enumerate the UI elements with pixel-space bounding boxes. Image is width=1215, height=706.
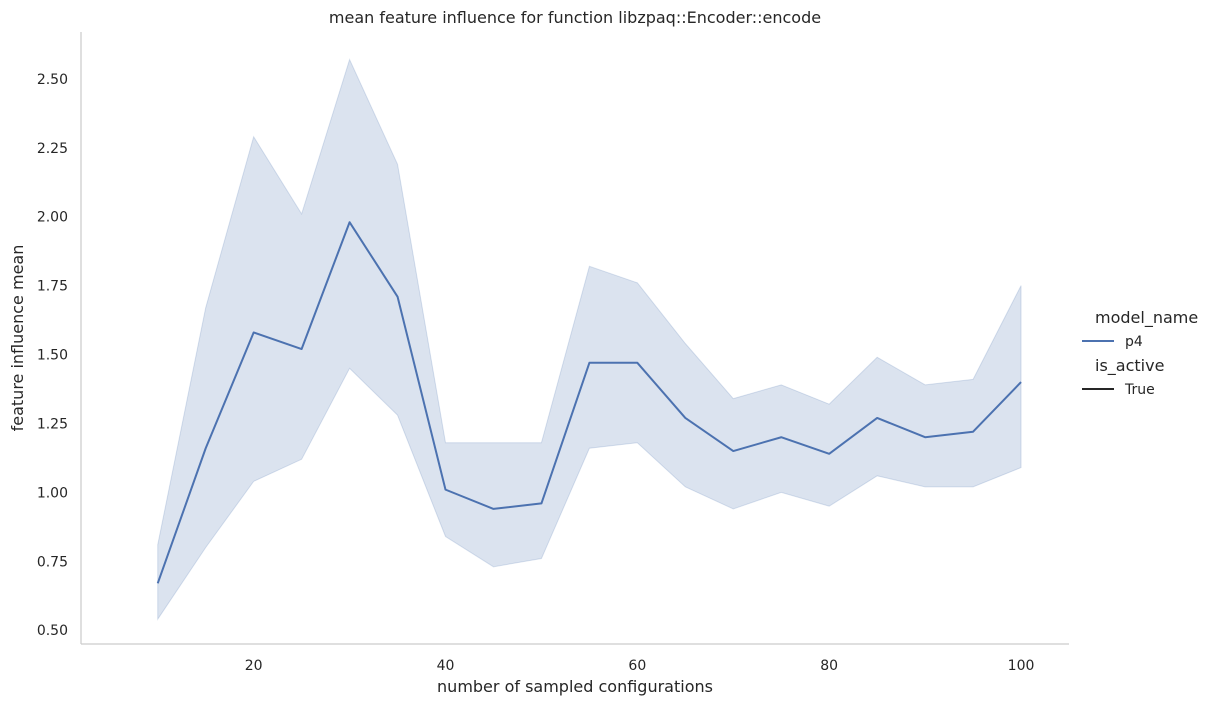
- y-axis-ticks: 0.50 0.75 1.00 1.25 1.50 1.75 2.00 2.25 2.50: [37, 72, 68, 639]
- legend-label-p4: p4: [1125, 334, 1143, 350]
- y-tick-label: 2.25: [37, 141, 68, 157]
- y-tick-label: 1.00: [37, 485, 68, 501]
- confidence-band-p4: [157, 58, 1022, 621]
- y-tick-label: 2.00: [37, 210, 68, 226]
- x-tick-label: 100: [1008, 658, 1035, 674]
- y-tick-label: 0.75: [37, 554, 68, 570]
- x-axis-label: number of sampled configurations: [437, 677, 713, 696]
- x-tick-label: 40: [437, 658, 455, 674]
- chart-title: mean feature influence for function libz…: [329, 8, 821, 27]
- y-tick-label: 1.75: [37, 279, 68, 295]
- y-tick-label: 1.50: [37, 348, 68, 364]
- y-tick-label: 2.50: [37, 72, 68, 88]
- y-tick-label: 1.25: [37, 416, 68, 432]
- y-tick-label: 0.50: [37, 623, 68, 639]
- x-tick-label: 20: [245, 658, 263, 674]
- y-axis-label: feature influence mean: [8, 245, 27, 432]
- x-tick-label: 80: [820, 658, 838, 674]
- legend: model_name p4 is_active True: [1082, 308, 1198, 398]
- legend-title-is-active: is_active: [1095, 356, 1164, 376]
- x-tick-label: 60: [628, 658, 646, 674]
- series-line-p4: [156, 221, 1022, 584]
- legend-title-model-name: model_name: [1095, 308, 1198, 328]
- x-axis-ticks: 20 40 60 80 100: [245, 658, 1035, 674]
- plot-area: [156, 58, 1022, 621]
- legend-label-true: True: [1124, 382, 1155, 398]
